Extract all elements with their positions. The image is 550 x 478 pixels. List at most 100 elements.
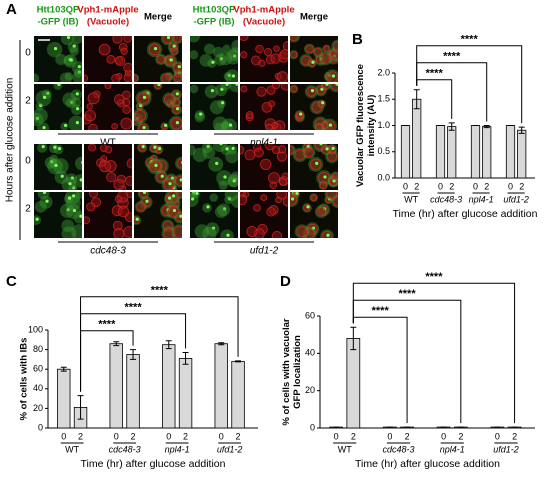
micrograph	[134, 84, 182, 130]
inclusion	[160, 174, 164, 178]
y-tick-label: 40	[33, 383, 43, 393]
cells	[137, 144, 182, 190]
cell	[34, 108, 48, 124]
cell	[201, 144, 213, 154]
inclusion	[72, 44, 76, 48]
cell	[209, 193, 218, 202]
row-label: 2	[25, 204, 31, 215]
cells	[84, 36, 132, 82]
significance-label: ****	[98, 319, 116, 331]
inclusion	[153, 145, 157, 149]
inclusion	[228, 123, 233, 127]
y-tick-label: 1.5	[377, 94, 390, 104]
cell	[61, 226, 77, 238]
x-label: Time (hr) after glucose addition	[81, 458, 226, 470]
cells	[240, 36, 288, 82]
inclusion	[223, 207, 227, 211]
cell	[34, 73, 40, 82]
cells	[190, 84, 238, 130]
x-tick-label: 0	[61, 431, 66, 441]
cell	[37, 192, 50, 200]
bar	[435, 125, 446, 179]
vacuole	[240, 51, 248, 59]
inclusion	[323, 175, 327, 179]
inclusion	[319, 144, 323, 146]
inclusion	[219, 57, 224, 61]
inclusion	[232, 179, 236, 183]
micrograph	[290, 192, 338, 238]
cell	[202, 146, 216, 159]
inclusion	[311, 226, 316, 230]
column-header: -GFP (IB)	[38, 17, 79, 28]
inclusion	[46, 91, 50, 95]
inclusion	[42, 192, 47, 194]
vacuole	[240, 194, 247, 206]
x-tick-label: 0	[508, 181, 513, 191]
cell	[36, 122, 50, 130]
cell	[72, 36, 82, 44]
inclusion	[79, 178, 82, 182]
cells	[34, 192, 82, 238]
strain-label: ufd1-2	[250, 246, 279, 257]
cells	[290, 84, 338, 130]
inclusion	[72, 194, 76, 198]
image-bg	[190, 84, 238, 130]
micrograph	[240, 192, 288, 238]
bar	[126, 354, 140, 429]
cell	[231, 194, 238, 209]
y-label: % of cells with vacuolar	[281, 318, 292, 425]
row-label: 2	[25, 96, 31, 107]
micrograph	[190, 84, 238, 130]
vacuole	[260, 194, 268, 201]
strain-label: cdc48-3	[90, 246, 126, 257]
y-tick-label: 80	[33, 344, 43, 354]
x-tick-label: 2	[519, 181, 524, 191]
vacuole	[104, 84, 112, 90]
vacuole	[258, 59, 266, 67]
cell	[212, 46, 224, 58]
group-label: WT	[404, 194, 418, 204]
cell	[37, 144, 48, 153]
cell	[62, 92, 77, 107]
vacuole	[315, 123, 323, 130]
error-bar	[413, 89, 420, 110]
vacuole	[331, 172, 338, 180]
micrograph	[134, 192, 182, 238]
inclusion	[215, 161, 219, 165]
x-tick-label: 2	[414, 181, 419, 191]
vacuole	[240, 36, 249, 41]
x-tick-label: 0	[495, 431, 500, 441]
cell	[225, 149, 238, 164]
vacuole	[332, 41, 338, 52]
vacuole	[245, 111, 254, 119]
cells	[290, 36, 338, 82]
cells	[37, 144, 82, 190]
error-bar	[182, 352, 189, 365]
panel-label: C	[6, 273, 17, 290]
inclusion	[311, 60, 315, 64]
image-bg	[34, 36, 82, 82]
vacuole	[266, 207, 276, 217]
inclusion	[167, 196, 172, 200]
vacuole	[316, 207, 326, 217]
inclusion	[179, 178, 182, 182]
cell	[212, 144, 228, 152]
vacuole	[87, 92, 100, 105]
inclusion	[157, 84, 161, 87]
cell	[231, 39, 238, 53]
inclusion	[315, 161, 319, 165]
inclusion	[35, 217, 39, 221]
inclusion	[42, 95, 47, 99]
inclusion	[163, 123, 168, 128]
x-tick-label: 2	[351, 431, 356, 441]
vacuole	[314, 48, 323, 57]
micrograph	[240, 36, 288, 82]
vacuole	[106, 172, 117, 183]
inclusion	[35, 116, 40, 120]
panel-label: B	[352, 31, 363, 48]
bar	[57, 368, 71, 429]
vacuole	[136, 202, 146, 212]
inclusion	[72, 186, 76, 190]
cells	[290, 192, 338, 238]
image-bg	[34, 84, 82, 130]
